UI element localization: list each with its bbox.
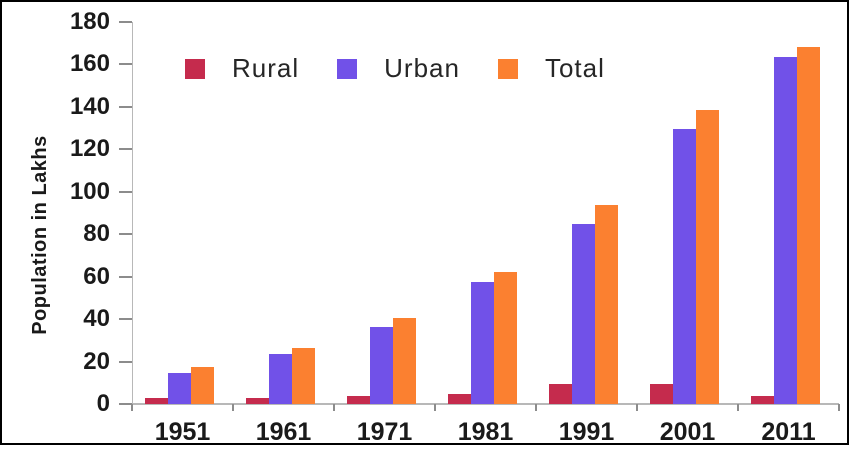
x-axis-line xyxy=(132,403,839,405)
y-tick-mark xyxy=(119,233,132,236)
y-axis-line xyxy=(132,22,133,404)
bar-rural-2011 xyxy=(751,395,774,404)
y-tick-label: 40 xyxy=(83,305,110,333)
legend-item-total: Total xyxy=(497,53,605,84)
y-tick-label: 100 xyxy=(69,177,110,205)
y-tick-label: 60 xyxy=(83,262,110,290)
bar-rural-1981 xyxy=(448,394,471,404)
y-tick-mark xyxy=(119,63,132,66)
bar-total-1951 xyxy=(191,366,214,404)
bar-urban-1961 xyxy=(269,354,292,404)
x-axis-label-2011: 2011 xyxy=(761,418,816,446)
legend-swatch-rural-icon xyxy=(185,58,205,79)
y-tick-mark xyxy=(119,190,132,193)
y-tick-mark xyxy=(119,318,132,321)
legend-label-urban: Urban xyxy=(384,53,460,83)
y-tick-mark xyxy=(119,360,132,363)
x-tick-mark xyxy=(636,404,638,411)
bar-urban-1951 xyxy=(168,373,191,404)
legend-swatch-urban-icon xyxy=(337,58,358,79)
bar-total-2001 xyxy=(696,110,719,404)
y-tick-mark xyxy=(119,105,132,108)
x-axis-label-2001: 2001 xyxy=(659,418,716,446)
x-tick-mark xyxy=(737,404,739,411)
x-tick-mark xyxy=(333,404,335,411)
bar-urban-1991 xyxy=(572,223,595,404)
y-tick-mark xyxy=(119,148,132,151)
bar-total-1981 xyxy=(494,272,517,404)
chart-legend: Rural Urban Total xyxy=(185,53,605,84)
bar-total-1961 xyxy=(292,347,315,404)
bar-total-1991 xyxy=(595,204,618,404)
bar-rural-1961 xyxy=(246,397,269,404)
x-tick-mark xyxy=(434,404,436,411)
legend-swatch-total-icon xyxy=(497,58,518,79)
x-axis-label-1971: 1971 xyxy=(356,418,413,446)
legend-item-urban: Urban xyxy=(337,53,460,84)
legend-label-total: Total xyxy=(544,53,605,83)
x-axis-label-1991: 1991 xyxy=(558,418,615,446)
x-axis-label-1961: 1961 xyxy=(255,418,312,446)
x-tick-mark xyxy=(535,404,537,411)
x-tick-mark xyxy=(838,404,840,411)
bar-rural-1951 xyxy=(145,397,168,404)
y-tick-label: 20 xyxy=(83,347,110,375)
bar-rural-1971 xyxy=(347,395,370,404)
legend-item-rural: Rural xyxy=(185,53,299,84)
bar-total-1971 xyxy=(393,318,416,404)
bar-urban-1971 xyxy=(370,326,393,404)
y-tick-label: 140 xyxy=(69,92,110,120)
y-tick-mark xyxy=(119,403,132,405)
y-tick-mark xyxy=(119,21,132,23)
bar-rural-2001 xyxy=(650,383,673,404)
x-tick-mark xyxy=(232,404,234,411)
x-axis-label-1951: 1951 xyxy=(154,418,211,446)
y-tick-mark xyxy=(119,275,132,278)
bar-urban-1981 xyxy=(471,281,494,404)
bar-urban-2001 xyxy=(673,129,696,404)
x-axis-label-1981: 1981 xyxy=(457,418,514,446)
legend-label-rural: Rural xyxy=(232,53,300,83)
y-tick-label: 120 xyxy=(69,135,110,163)
bar-urban-2011 xyxy=(774,57,797,404)
y-tick-label: 80 xyxy=(83,220,110,248)
y-tick-label: 180 xyxy=(69,8,110,35)
bar-rural-1991 xyxy=(549,383,572,404)
bar-total-2011 xyxy=(797,47,820,404)
y-tick-label: 160 xyxy=(69,50,110,78)
y-tick-label: 0 xyxy=(96,390,110,417)
x-tick-mark xyxy=(131,404,133,411)
